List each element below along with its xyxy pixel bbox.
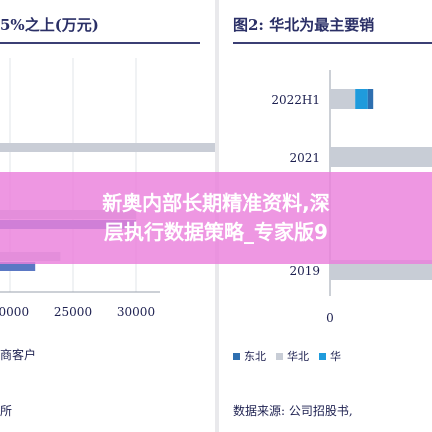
right-bar-2	[330, 260, 432, 280]
legend-swatch-hua	[319, 352, 326, 360]
right-chart-plot: 2022H1 2021 2019 0	[271, 70, 432, 325]
right-y-tick-label: 2022H1	[271, 93, 320, 107]
right-bar-0	[367, 89, 374, 109]
legend-swatch-dongbei	[233, 352, 240, 360]
banner-line-2: 层执行数据策略_专家版9	[104, 220, 328, 244]
legend-swatch-huabei	[276, 352, 283, 360]
legend-label-hua: 华	[330, 350, 341, 363]
left-chart-plot: 20000 25000 30000	[0, 58, 215, 319]
banner-line-1: 新奥内部长期精准资料,深	[102, 191, 330, 215]
left-bar	[0, 143, 215, 152]
left-bar	[0, 262, 36, 271]
left-x-tick-label: 30000	[117, 305, 155, 319]
left-chart-title: 5%之上(万元)	[0, 16, 99, 34]
left-chart-source-text: 所	[0, 404, 13, 418]
right-chart-title: 图2: 华北为最主要销	[233, 16, 375, 34]
left-x-tick-label: 20000	[0, 305, 29, 319]
legend-item-dongbei: 东北	[233, 348, 266, 364]
left-title-rule	[0, 42, 200, 44]
right-chart-source-text: 数据来源: 公司招股书,	[233, 404, 353, 418]
left-x-tick-label: 25000	[54, 305, 92, 319]
right-chart-legend: 东北 华北 华	[233, 348, 341, 364]
legend-item-hua: 华	[319, 348, 341, 364]
right-title-rule	[233, 42, 432, 44]
right-y-tick-label: 2021	[289, 151, 320, 165]
legend-item-huabei: 华北	[276, 348, 309, 364]
right-x-tick-label: 0	[326, 311, 334, 325]
right-bar-1	[330, 147, 432, 167]
right-y-tick-label: 2019	[289, 264, 320, 278]
right-bar-0	[355, 89, 368, 109]
legend-label-huabei: 华北	[287, 350, 309, 363]
right-bar-0	[330, 89, 356, 109]
legend-label-dongbei: 东北	[244, 350, 266, 363]
watermark-banner: 新奥内部长期精准资料,深 层执行数据策略_专家版9	[0, 172, 432, 264]
left-chart-legend-text: 商客户	[0, 348, 37, 362]
